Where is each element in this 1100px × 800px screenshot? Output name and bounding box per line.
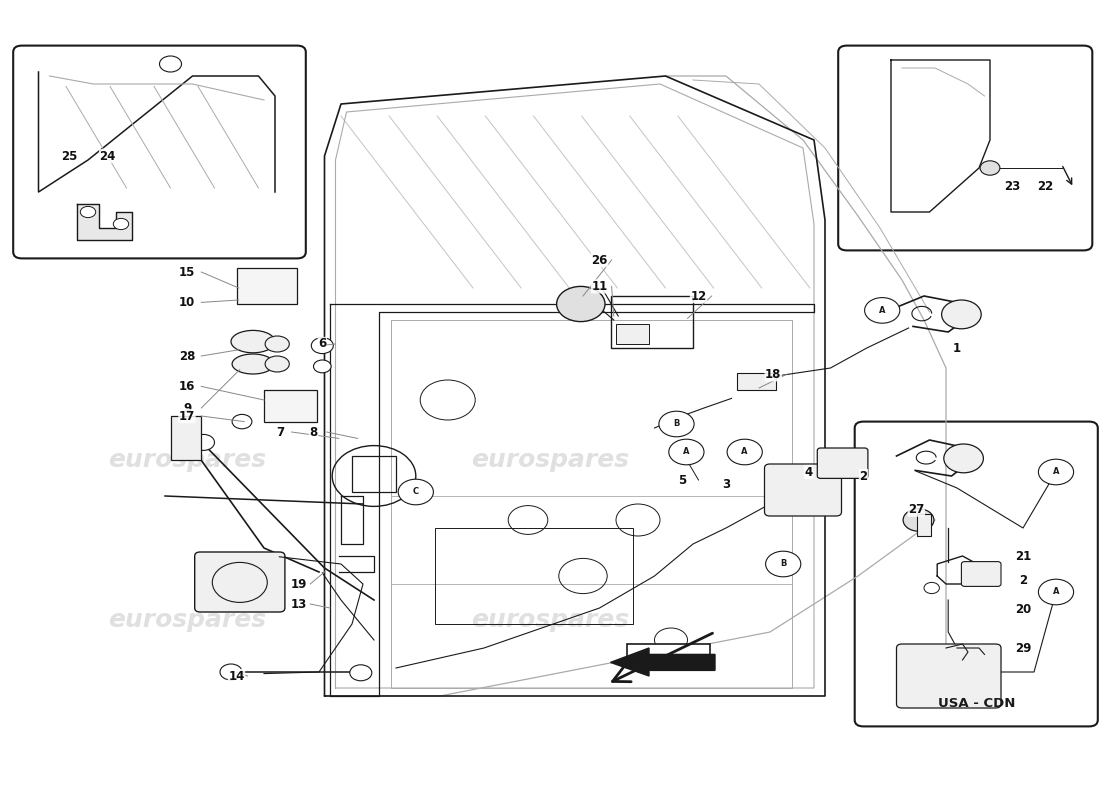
Circle shape [942, 300, 981, 329]
FancyBboxPatch shape [13, 46, 306, 258]
FancyBboxPatch shape [855, 422, 1098, 726]
Text: 24: 24 [100, 150, 116, 162]
Circle shape [659, 411, 694, 437]
Bar [616, 324, 649, 344]
Bar [236, 268, 297, 304]
Text: B: B [780, 559, 786, 569]
Text: 9: 9 [183, 402, 191, 414]
Text: 7: 7 [276, 426, 285, 438]
Text: 20: 20 [1015, 603, 1031, 616]
Text: 14: 14 [229, 670, 244, 682]
Text: 12: 12 [691, 290, 706, 302]
Bar [627, 644, 710, 668]
Text: A: A [683, 447, 690, 457]
Circle shape [311, 338, 333, 354]
Circle shape [727, 439, 762, 465]
Text: eurospares: eurospares [108, 608, 266, 632]
Text: 3: 3 [722, 478, 730, 490]
Text: 16: 16 [179, 380, 195, 393]
Text: 13: 13 [292, 598, 307, 610]
Text: eurospares: eurospares [471, 608, 629, 632]
Text: 8: 8 [309, 426, 318, 438]
Text: 21: 21 [1015, 550, 1031, 562]
Circle shape [232, 414, 252, 429]
FancyBboxPatch shape [838, 46, 1092, 250]
Text: 26: 26 [592, 254, 607, 266]
Circle shape [192, 434, 215, 450]
Text: A: A [1053, 587, 1059, 597]
Circle shape [557, 286, 605, 322]
Circle shape [924, 582, 939, 594]
Circle shape [766, 551, 801, 577]
Text: 22: 22 [1037, 180, 1053, 193]
Text: 2: 2 [859, 470, 868, 482]
Circle shape [1038, 459, 1074, 485]
Text: 1: 1 [953, 342, 961, 354]
FancyBboxPatch shape [961, 562, 1001, 586]
Bar [352, 456, 396, 492]
Circle shape [220, 664, 242, 680]
Circle shape [1038, 579, 1074, 605]
Bar [170, 416, 201, 460]
Text: 23: 23 [1004, 180, 1020, 193]
Text: 28: 28 [179, 350, 195, 362]
Text: B: B [673, 419, 680, 429]
Circle shape [865, 298, 900, 323]
Text: 10: 10 [179, 296, 195, 309]
Text: 6: 6 [318, 338, 327, 350]
Circle shape [944, 444, 983, 473]
Circle shape [182, 438, 204, 454]
Text: eurospares: eurospares [471, 448, 629, 472]
Text: eurospares: eurospares [108, 448, 266, 472]
Ellipse shape [232, 354, 274, 374]
Circle shape [80, 206, 96, 218]
Text: 2: 2 [1019, 574, 1027, 586]
Text: 15: 15 [179, 266, 195, 278]
Text: A: A [1053, 467, 1059, 477]
Text: A: A [879, 306, 886, 315]
FancyBboxPatch shape [896, 644, 1001, 708]
Text: 27: 27 [909, 503, 924, 516]
Text: A: A [741, 447, 748, 457]
FancyBboxPatch shape [764, 464, 842, 516]
Text: USA - CDN: USA - CDN [937, 698, 1015, 710]
Circle shape [980, 161, 1000, 175]
FancyBboxPatch shape [817, 448, 868, 478]
Ellipse shape [231, 330, 275, 353]
Ellipse shape [265, 356, 289, 372]
Polygon shape [610, 648, 715, 676]
Bar [264, 390, 317, 422]
Bar [434, 528, 632, 624]
Text: 18: 18 [766, 368, 781, 381]
Circle shape [113, 218, 129, 230]
Ellipse shape [265, 336, 289, 352]
Circle shape [903, 509, 934, 531]
Circle shape [398, 479, 433, 505]
Text: C: C [412, 487, 419, 497]
Bar [610, 296, 693, 348]
Text: 19: 19 [292, 578, 307, 590]
Circle shape [350, 665, 372, 681]
Text: 5: 5 [678, 474, 686, 486]
Polygon shape [77, 204, 132, 240]
Text: 29: 29 [1015, 642, 1031, 654]
Circle shape [314, 360, 331, 373]
Bar [737, 373, 775, 390]
FancyBboxPatch shape [195, 552, 285, 612]
Bar [917, 514, 931, 536]
Text: 25: 25 [62, 150, 77, 162]
Circle shape [669, 439, 704, 465]
Text: 11: 11 [592, 280, 607, 293]
Text: 4: 4 [804, 466, 813, 478]
Text: 17: 17 [179, 410, 195, 422]
